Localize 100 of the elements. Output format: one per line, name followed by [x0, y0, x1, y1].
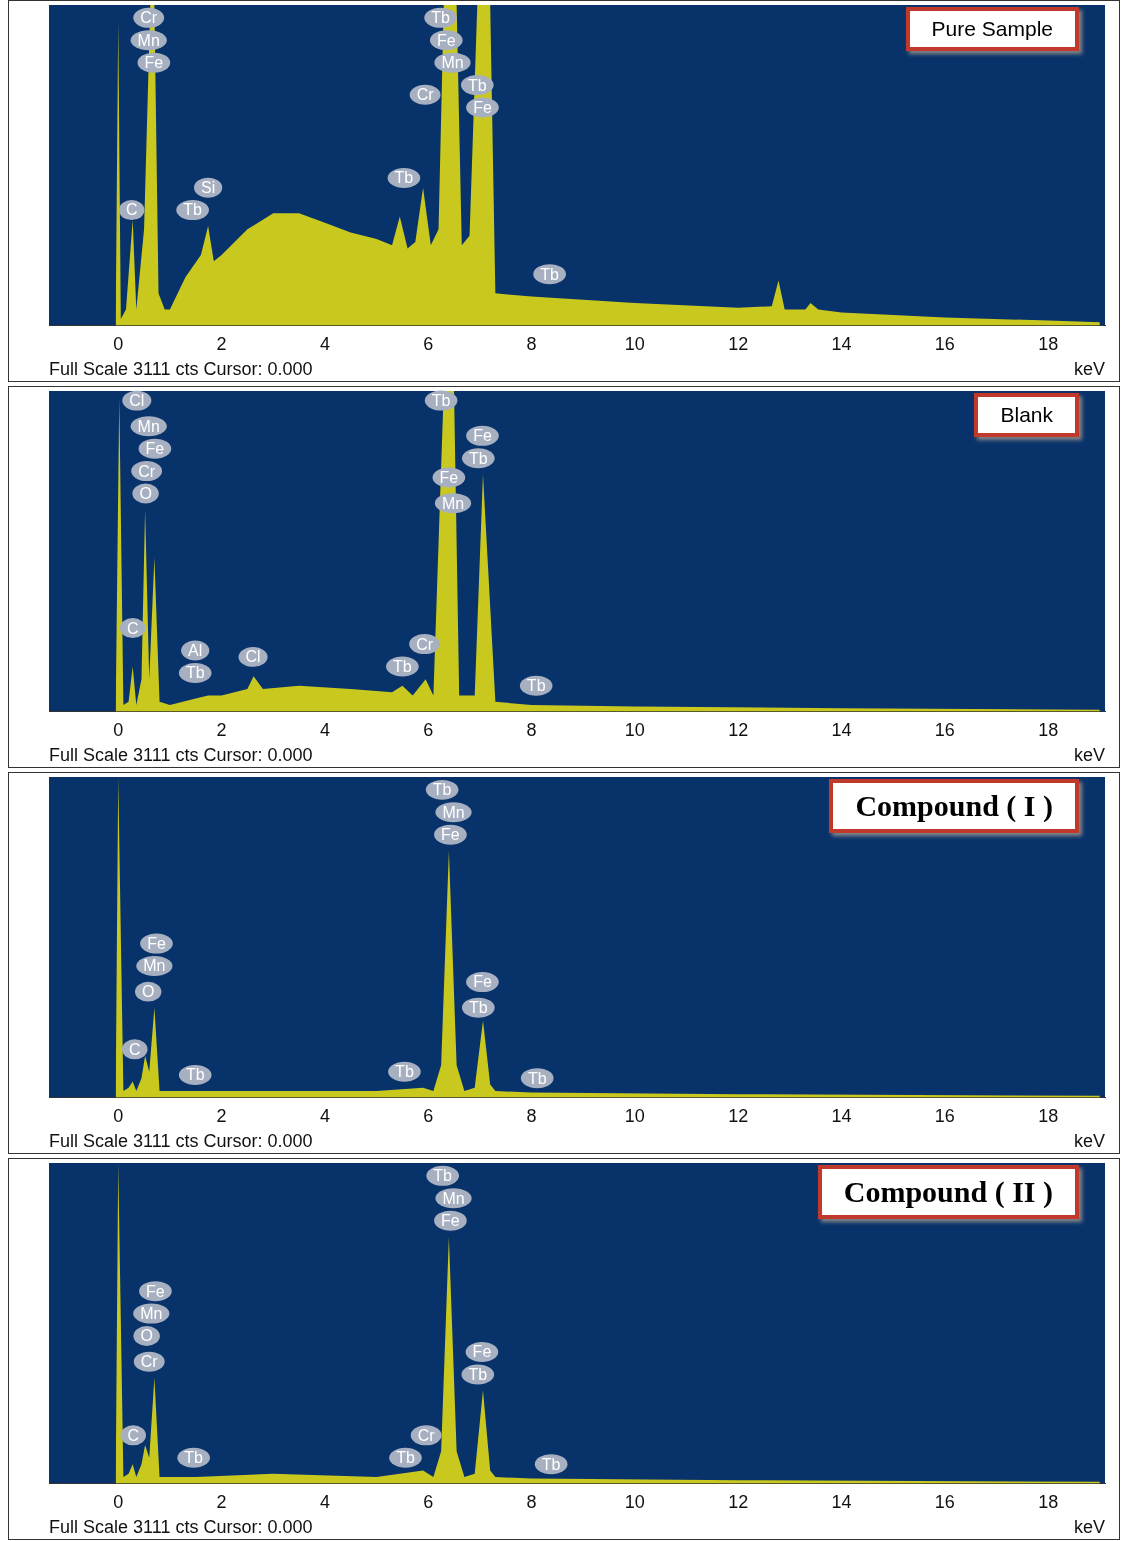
annotation: Mn [137, 31, 160, 49]
annotation: Cr [140, 1353, 159, 1371]
annotation: Tb [468, 999, 488, 1017]
annotation: Mn [441, 494, 465, 512]
annotation: Al [188, 641, 203, 659]
annotation: Tb [468, 449, 488, 467]
x-axis-title: keV [1073, 1130, 1105, 1151]
text: Full Scale 3111 cts Cursor: 0.000 [49, 1130, 313, 1151]
x-tick-label: 4 [319, 1106, 330, 1127]
x-tick-label: 18 [1038, 1106, 1059, 1127]
x-tick-label: 12 [728, 720, 749, 741]
annotation: Cl [245, 648, 261, 666]
annotation: Tb [433, 1167, 453, 1185]
chart-title: Compound ( I ) [829, 779, 1079, 833]
annotation: Cr [138, 462, 156, 480]
text: Full Scale 3111 cts Cursor: 0.000 [49, 1516, 313, 1537]
x-tick-label: 14 [831, 334, 852, 355]
annotation: Tb [183, 201, 203, 219]
annotation: O [141, 983, 155, 1001]
annotation: Tb [185, 1066, 205, 1084]
x-axis-title: keV [1073, 358, 1105, 379]
x-tick-label: 0 [113, 334, 124, 355]
annotation: Fe [436, 31, 456, 49]
annotation: Fe [441, 826, 460, 844]
annotation: Fe [473, 98, 492, 116]
x-tick-label: 14 [831, 1492, 852, 1513]
x-tick-label: 2 [216, 720, 227, 741]
annotation: Tb [431, 392, 451, 410]
annotation: Mn [143, 957, 166, 975]
x-tick-label: 10 [624, 334, 645, 355]
annotation: Mn [442, 803, 465, 821]
annotation: Fe [146, 1282, 165, 1300]
annotation: Fe [472, 1343, 492, 1361]
annotation: O [140, 1327, 153, 1345]
x-tick-label: 10 [624, 1106, 645, 1127]
x-tick-label: 6 [423, 1492, 434, 1513]
annotation: Tb [396, 1449, 415, 1467]
annotation: Mn [442, 1189, 465, 1207]
annotation: Fe [473, 973, 492, 991]
x-tick-label: 12 [728, 1492, 749, 1513]
chart-title: Compound ( II ) [817, 1165, 1079, 1219]
x-tick-label: 8 [526, 720, 537, 741]
annotation: Tb [395, 1063, 414, 1081]
annotation: Fe [473, 427, 492, 445]
x-tick-label: 0 [113, 1492, 124, 1513]
x-tick-label: 10 [624, 1492, 645, 1513]
x-tick-label: 2 [216, 1106, 227, 1127]
x-axis-title: keV [1073, 1516, 1105, 1537]
annotation: C [125, 201, 138, 219]
text: Full Scale 3111 cts Cursor: 0.000 [49, 744, 313, 765]
annotation: Fe [439, 468, 459, 486]
annotation: Mn [441, 54, 464, 72]
annotation: C [128, 1040, 141, 1058]
x-tick-label: 6 [423, 720, 434, 741]
x-tick-label: 12 [728, 1106, 749, 1127]
annotation: Mn [137, 417, 160, 435]
annotation: Tb [526, 677, 546, 695]
annotation: Fe [147, 935, 166, 953]
x-tick-label: 4 [319, 1492, 330, 1513]
annotation: Fe [145, 440, 165, 458]
x-tick-label: 2 [216, 334, 227, 355]
x-tick-label: 18 [1038, 1492, 1059, 1513]
x-tick-label: 4 [319, 720, 330, 741]
annotation: Tb [541, 1455, 561, 1473]
annotation: Fe [441, 1212, 460, 1230]
x-tick-label: 16 [934, 720, 955, 741]
annotation: Tb [394, 169, 414, 187]
text: Full Scale 3111 cts Cursor: 0.000 [49, 358, 313, 379]
x-axis-title: keV [1073, 744, 1105, 765]
x-tick-label: 0 [113, 1106, 124, 1127]
annotation: Tb [468, 1365, 488, 1383]
annotation: Tb [432, 781, 452, 799]
annotation: Tb [185, 664, 205, 682]
x-tick-label: 8 [526, 334, 537, 355]
x-tick-label: 2 [216, 1492, 227, 1513]
x-tick-label: 6 [423, 334, 434, 355]
annotation: Cr [416, 86, 435, 104]
annotation: Fe [144, 54, 164, 72]
annotation: Tb [184, 1449, 204, 1467]
annotation: O [139, 484, 152, 502]
annotation: Cr [417, 1426, 436, 1444]
text: Pure Sample [905, 7, 1079, 51]
annotation: C [126, 619, 139, 637]
annotation: C [127, 1426, 139, 1444]
text: Blank [974, 393, 1079, 437]
annotation: Tb [527, 1069, 547, 1087]
x-tick-label: 14 [831, 720, 852, 741]
annotation: Cr [140, 9, 158, 27]
x-tick-label: 8 [526, 1492, 537, 1513]
annotation: Tb [540, 265, 560, 283]
x-tick-label: 4 [319, 334, 330, 355]
x-tick-label: 18 [1038, 720, 1059, 741]
x-tick-label: 16 [934, 1492, 955, 1513]
x-tick-label: 14 [831, 1106, 852, 1127]
annotation: Tb [431, 9, 451, 27]
annotation: Tb [393, 657, 412, 675]
x-tick-label: 10 [624, 720, 645, 741]
x-tick-label: 16 [934, 334, 955, 355]
annotation: Cl [129, 392, 145, 410]
x-tick-label: 8 [526, 1106, 537, 1127]
